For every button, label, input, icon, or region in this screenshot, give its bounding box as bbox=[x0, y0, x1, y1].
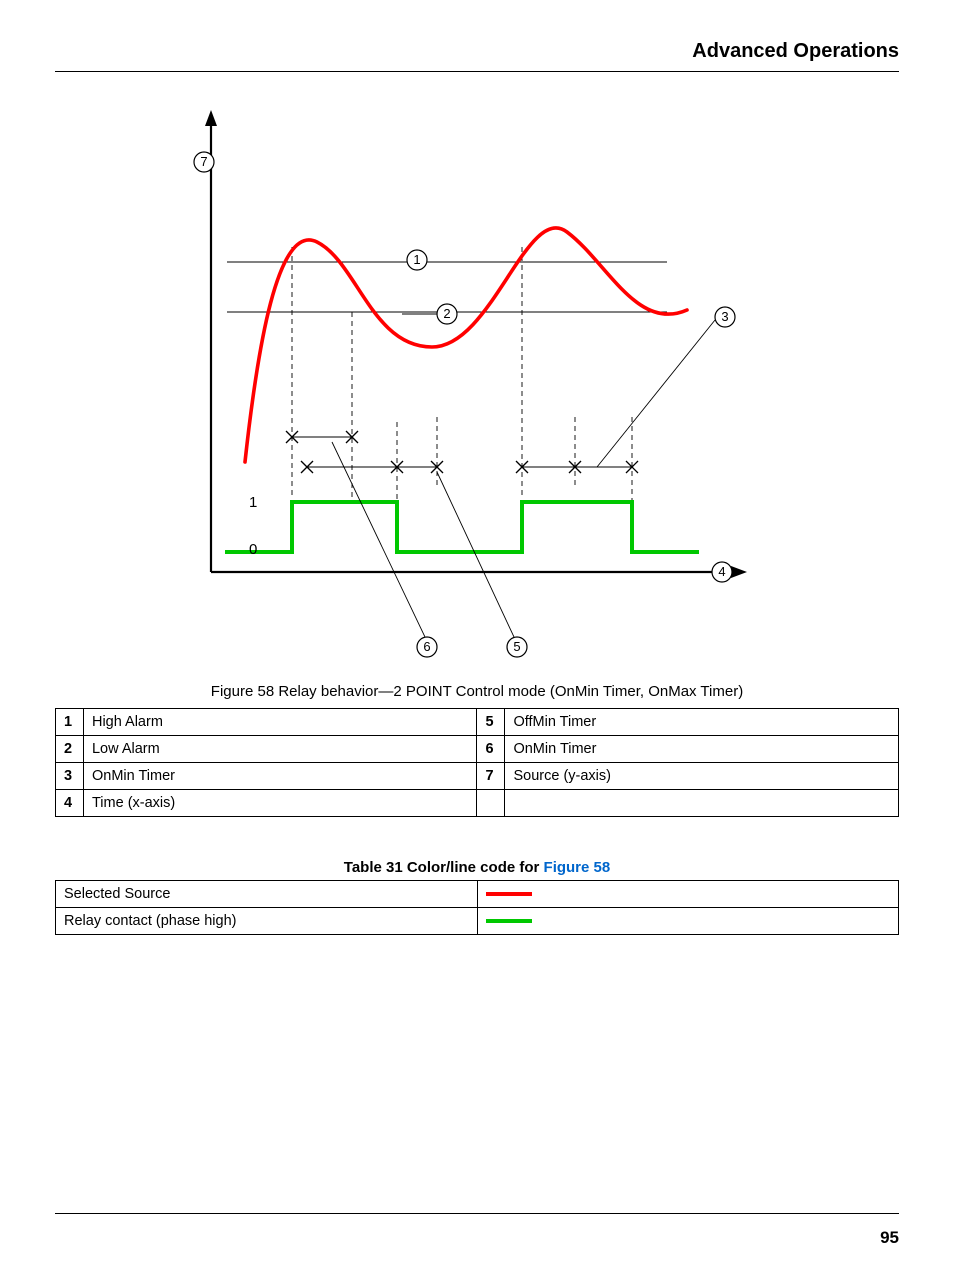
code-swatch bbox=[477, 881, 899, 908]
code-row: Selected Source bbox=[56, 881, 899, 908]
legend-label: OnMin Timer bbox=[83, 763, 477, 790]
legend-label: Source (y-axis) bbox=[505, 763, 899, 790]
legend-num-empty bbox=[477, 790, 505, 817]
color-code-table: Selected SourceRelay contact (phase high… bbox=[55, 880, 899, 935]
legend-row: 1High Alarm5OffMin Timer bbox=[56, 709, 899, 736]
figure-58: 1 0 7 1 2 3 4 5 6 Figure 58 Relay behavior—2 POI… bbox=[55, 92, 899, 700]
color-line-sample bbox=[486, 892, 532, 896]
svg-text:6: 6 bbox=[423, 639, 430, 654]
code-label: Selected Source bbox=[56, 881, 478, 908]
legend-label: High Alarm bbox=[83, 709, 477, 736]
svg-text:7: 7 bbox=[200, 154, 207, 169]
legend-num: 7 bbox=[477, 763, 505, 790]
code-label: Relay contact (phase high) bbox=[56, 908, 478, 935]
color-line-sample bbox=[486, 919, 532, 923]
legend-label-empty bbox=[505, 790, 899, 817]
code-row: Relay contact (phase high) bbox=[56, 908, 899, 935]
svg-text:3: 3 bbox=[721, 309, 728, 324]
legend-num: 1 bbox=[56, 709, 84, 736]
figure-caption: Figure 58 Relay behavior—2 POINT Control… bbox=[55, 683, 899, 700]
svg-text:2: 2 bbox=[443, 306, 450, 321]
legend-num: 5 bbox=[477, 709, 505, 736]
code-table-title-prefix: Table 31 Color/line code for bbox=[344, 859, 544, 876]
svg-text:4: 4 bbox=[718, 564, 725, 579]
svg-text:5: 5 bbox=[513, 639, 520, 654]
code-swatch bbox=[477, 908, 899, 935]
svg-text:1: 1 bbox=[413, 252, 420, 267]
legend-num: 6 bbox=[477, 736, 505, 763]
legend-num: 4 bbox=[56, 790, 84, 817]
relay-behavior-diagram: 1 0 7 1 2 3 4 5 6 bbox=[167, 92, 787, 672]
legend-row: 3OnMin Timer7Source (y-axis) bbox=[56, 763, 899, 790]
legend-label: OnMin Timer bbox=[505, 736, 899, 763]
header-rule bbox=[55, 71, 899, 72]
page-number: 95 bbox=[880, 1228, 899, 1248]
footer-rule bbox=[55, 1213, 899, 1214]
legend-row: 2Low Alarm6OnMin Timer bbox=[56, 736, 899, 763]
legend-label: OffMin Timer bbox=[505, 709, 899, 736]
legend-label: Time (x-axis) bbox=[83, 790, 477, 817]
legend-table: 1High Alarm5OffMin Timer2Low Alarm6OnMin… bbox=[55, 708, 899, 817]
svg-text:1: 1 bbox=[249, 494, 257, 511]
svg-text:0: 0 bbox=[249, 541, 257, 558]
legend-num: 3 bbox=[56, 763, 84, 790]
legend-label: Low Alarm bbox=[83, 736, 477, 763]
legend-num: 2 bbox=[56, 736, 84, 763]
code-table-title: Table 31 Color/line code for Figure 58 bbox=[55, 859, 899, 876]
figure-58-link[interactable]: Figure 58 bbox=[544, 859, 611, 876]
legend-row: 4Time (x-axis) bbox=[56, 790, 899, 817]
page-header-title: Advanced Operations bbox=[55, 40, 899, 71]
